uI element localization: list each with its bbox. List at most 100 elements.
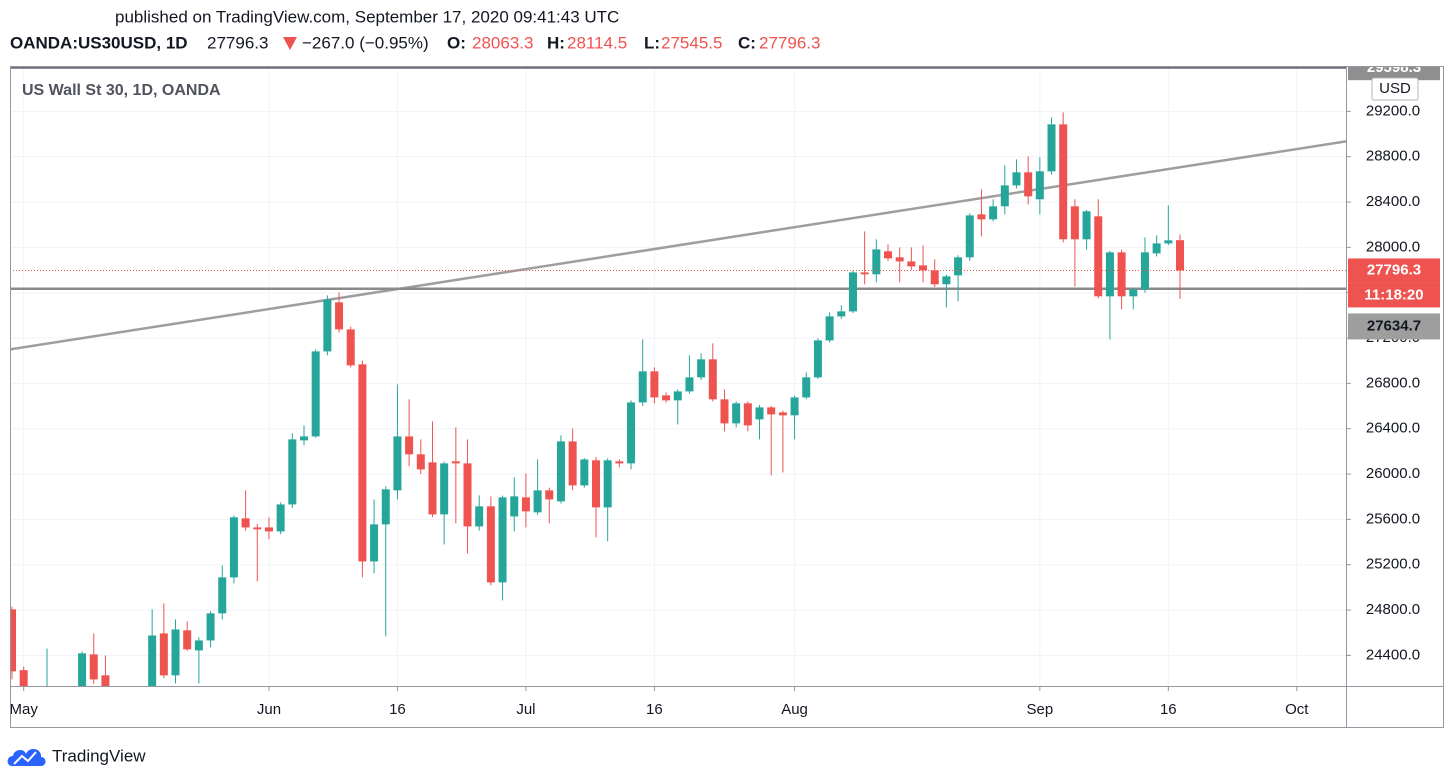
candle-body: [942, 276, 951, 285]
candle-body: [592, 460, 600, 508]
candle-body: [440, 463, 449, 515]
candle-body: [358, 364, 367, 562]
price: 27796.3: [207, 33, 268, 52]
horizontal-line-box: [1348, 313, 1440, 340]
y-tick-label: 25200.0: [1366, 556, 1420, 573]
candle-body: [311, 351, 320, 437]
candle-body: [802, 377, 811, 398]
price-axis: 24400.0 24800.0 25200.0 25600.0 26000.0 26400…: [1346, 59, 1440, 663]
down-arrow: [283, 37, 297, 50]
candle-body: [662, 395, 671, 401]
candle-body: [755, 407, 764, 420]
y-tick-label: 26800.0: [1366, 374, 1420, 391]
candle-body: [615, 461, 624, 464]
candle-body: [1164, 240, 1173, 244]
top-line-label: 29598.3: [1367, 59, 1421, 76]
candle-body: [1059, 124, 1068, 240]
candle-body: [907, 261, 916, 267]
candle-body: [1012, 172, 1021, 186]
candle-body: [335, 302, 344, 330]
x-tick-label: Aug: [781, 701, 808, 718]
candle-body: [136, 695, 144, 706]
logo: [7, 748, 46, 766]
candle-body: [101, 675, 110, 686]
candle-body: [171, 629, 180, 676]
x-tick-label: Jun: [257, 701, 281, 718]
candle-body: [673, 391, 682, 401]
candle-body: [860, 272, 869, 275]
candle-body: [486, 506, 495, 583]
candle-body: [428, 462, 437, 515]
candle-body: [194, 640, 203, 651]
candle-body: [498, 497, 507, 583]
candle-body: [1000, 185, 1009, 207]
open-label: O:: [447, 33, 466, 52]
candle-body: [720, 399, 729, 424]
x-tick-label: Oct: [1285, 701, 1309, 718]
candle-body: [650, 371, 659, 398]
candle-body: [545, 490, 554, 500]
y-tick-label: 24800.0: [1366, 601, 1420, 618]
x-tick-label: Jul: [516, 701, 535, 718]
candle-body: [66, 701, 74, 712]
candle-body: [1152, 243, 1161, 254]
frame: [10, 66, 1444, 728]
candle-body: [451, 461, 460, 464]
candle-body: [1082, 211, 1091, 240]
last-price-label: 27796.3: [1367, 261, 1421, 278]
candle-body: [872, 249, 881, 275]
candle-body: [405, 436, 414, 455]
top-line-box: [1348, 66, 1440, 81]
countdown: 11:18:20: [1364, 286, 1423, 303]
brand: TradingView: [52, 746, 146, 765]
candle-body: [1129, 289, 1138, 297]
plot: [10, 66, 1346, 712]
candle-body: [884, 251, 892, 259]
y-tick-label: 28400.0: [1366, 193, 1420, 210]
candle-body: [300, 436, 308, 441]
candle-body: [732, 403, 741, 424]
candle-body: [241, 518, 250, 528]
candle-body: [31, 692, 39, 701]
candle-body: [1035, 171, 1044, 200]
candle-body: [10, 609, 16, 672]
last-price-box: [1348, 258, 1440, 283]
candle-body: [323, 299, 332, 352]
candle-body: [1070, 206, 1079, 240]
close-value: 27796.3: [759, 33, 820, 52]
candle-body: [253, 527, 262, 530]
candle-body: [346, 329, 355, 366]
candle-body: [989, 206, 998, 220]
candle-body: [19, 670, 28, 686]
candle-body: [743, 403, 752, 426]
candle-body: [264, 527, 273, 532]
candle-body: [521, 497, 530, 512]
candle-body: [393, 436, 402, 491]
candle-body: [627, 402, 636, 464]
candle-body: [767, 407, 776, 415]
candle-body: [697, 359, 706, 378]
currency: USD: [1379, 80, 1411, 97]
candle-body: [463, 463, 472, 527]
candle-body: [965, 215, 974, 258]
candle-body: [381, 489, 390, 525]
candle-body: [218, 577, 227, 614]
candle-body: [848, 272, 857, 312]
candle-body: [78, 653, 87, 686]
x-tick-label: May: [10, 701, 39, 718]
x-tick-label: 16: [646, 701, 663, 718]
candle-body: [1024, 172, 1033, 197]
candle-body: [685, 377, 694, 392]
y-tick-label: 29200.0: [1366, 102, 1420, 119]
candle-body: [510, 496, 519, 517]
candle-body: [919, 265, 928, 271]
candle-body: [580, 459, 589, 486]
currency-box: [1371, 77, 1419, 101]
high-value: 28114.5: [567, 33, 627, 52]
legend-title: US Wall St 30, 1D, OANDA: [22, 82, 221, 99]
x-tick-label: 16: [389, 701, 406, 718]
candle-body: [89, 654, 98, 680]
candle-body: [825, 316, 834, 341]
y-tick-label: 28000.0: [1366, 238, 1420, 255]
